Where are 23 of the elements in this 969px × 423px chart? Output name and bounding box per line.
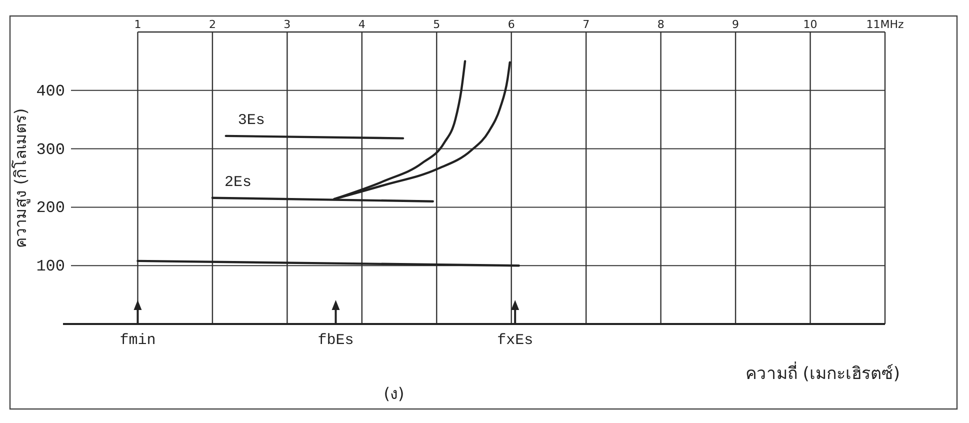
x-axis-title: ความถี่ (เมกะเฮิรตซ์) [745, 361, 900, 384]
x-tick-label: 4 [358, 18, 366, 31]
x-tick-label: 2 [208, 18, 216, 31]
x-tick-label: 8 [657, 18, 664, 31]
ref-line-label: fmin [120, 332, 156, 349]
y-tick-label: 300 [36, 140, 65, 159]
y-tick-label: 100 [36, 258, 65, 276]
ref-line-label: fxEs [497, 332, 534, 349]
ref-line-label: fbEs [318, 332, 354, 349]
x-tick-label: 9 [732, 18, 740, 31]
x-tick-label: 10 [803, 18, 818, 31]
series-label: 2Es [224, 174, 252, 191]
x-tick-label: 11MHz [866, 18, 904, 31]
text: (ง) [384, 384, 404, 403]
x-tick-label: 7 [582, 18, 590, 31]
y-tick-label: 400 [36, 82, 65, 100]
x-tick-label: 3 [284, 18, 291, 31]
y-axis-title: ความสูง (กิโลเมตร) [11, 108, 31, 248]
x-tick-label: 1 [134, 18, 142, 31]
x-tick-label: 5 [433, 18, 440, 31]
x-tick-label: 6 [508, 18, 515, 31]
y-tick-label: 200 [36, 199, 65, 218]
series-label: 3Es [238, 112, 265, 129]
